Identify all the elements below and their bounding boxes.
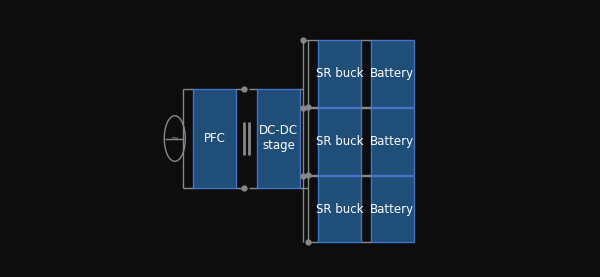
FancyBboxPatch shape [318,176,361,242]
FancyBboxPatch shape [371,176,413,242]
FancyBboxPatch shape [318,40,361,107]
FancyBboxPatch shape [371,40,413,107]
Text: Battery: Battery [370,67,414,80]
Text: SR buck: SR buck [316,135,363,148]
FancyBboxPatch shape [257,89,300,188]
Text: ~: ~ [171,134,179,143]
Text: Battery: Battery [370,203,414,216]
Text: Battery: Battery [370,135,414,148]
Text: DC-DC
stage: DC-DC stage [259,124,298,153]
FancyBboxPatch shape [318,108,361,175]
Text: SR buck: SR buck [316,203,363,216]
FancyBboxPatch shape [193,89,236,188]
FancyBboxPatch shape [371,108,413,175]
Text: PFC: PFC [204,132,226,145]
Text: SR buck: SR buck [316,67,363,80]
